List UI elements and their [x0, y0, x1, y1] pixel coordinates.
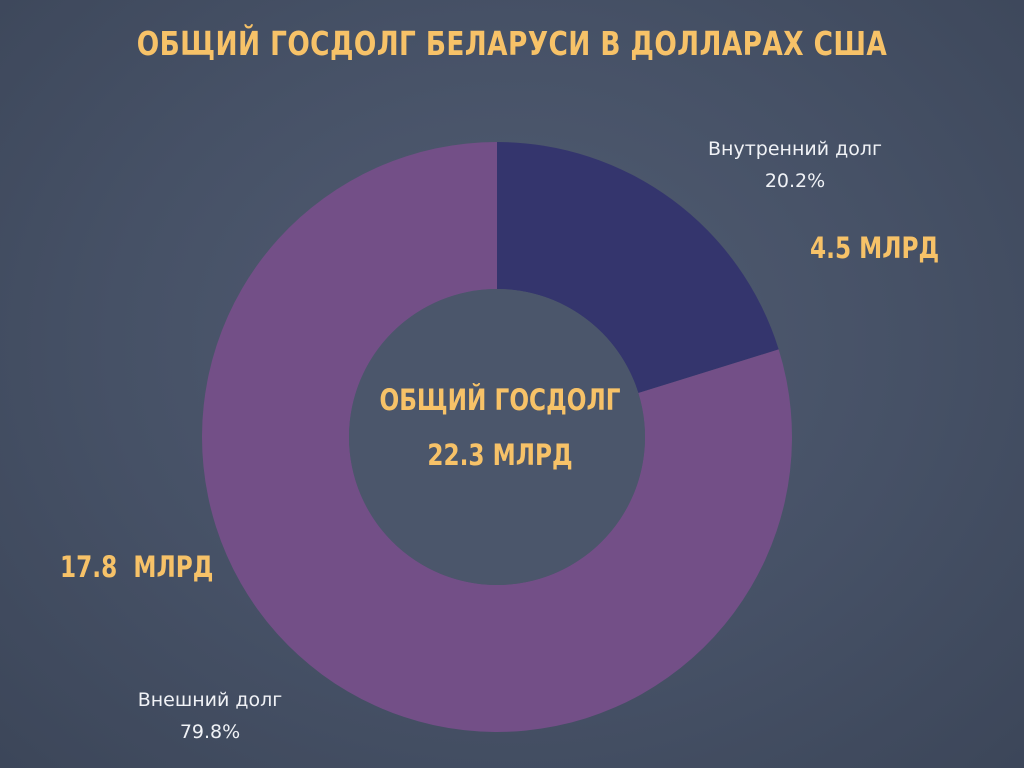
donut-slice-domestic: [497, 142, 779, 394]
slice-label-external: Внешний долг: [137, 689, 283, 711]
center-value: 22.3 МЛРД: [427, 438, 573, 472]
chart-title: ОБЩИЙ ГОСДОЛГ БЕЛАРУСИ В ДОЛЛАРАХ США: [136, 24, 888, 63]
donut-slice-external: [202, 141, 792, 732]
slice-value-external: 17.8 МЛРД: [60, 550, 214, 584]
donut-hole: [349, 289, 645, 585]
slice-percent-domestic: 20.2%: [764, 170, 826, 192]
slice-value-domestic: 4.5 МЛРД: [810, 231, 940, 265]
slice-label-domestic: Внутренний долг: [708, 138, 882, 160]
slice-percent-external: 79.8%: [179, 721, 241, 743]
center-label: ОБЩИЙ ГОСДОЛГ: [379, 383, 621, 417]
